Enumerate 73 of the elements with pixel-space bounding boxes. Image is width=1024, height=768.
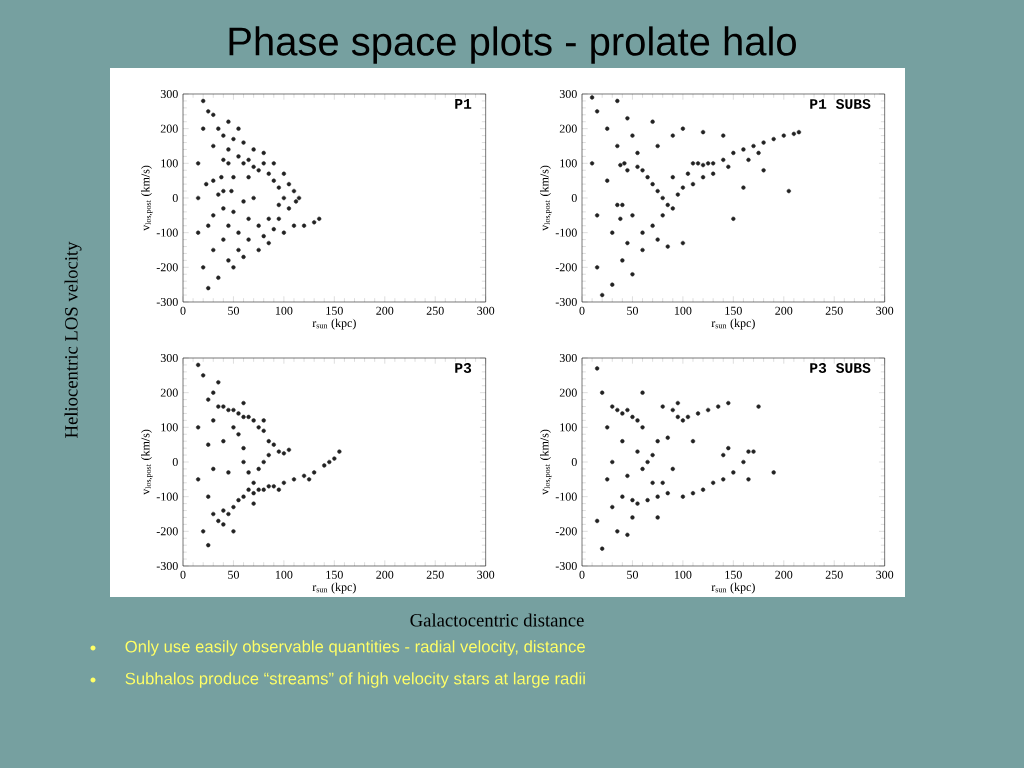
chart-title: P1 [455, 99, 472, 109]
x-tick-label: 150 [725, 570, 742, 579]
y-tick-label: -100 [555, 492, 577, 501]
y-axis-title: v$_{los,post}$ (km/s) [141, 429, 153, 495]
x-tick-label: 100 [275, 306, 293, 315]
y-tick-label: -300 [555, 561, 577, 571]
x-tick-label: 100 [275, 570, 293, 579]
text: Galactocentric distance [410, 613, 584, 627]
x-tick-label: 100 [674, 306, 692, 315]
y-tick-label: 200 [160, 388, 178, 397]
x-tick-label: 150 [725, 306, 742, 315]
y-tick-label: 200 [160, 124, 178, 133]
x-tick-label: 300 [876, 570, 894, 579]
y-tick-label: 0 [172, 457, 178, 467]
x-tick-label: 200 [376, 306, 394, 315]
x-tick-label: 50 [228, 570, 239, 579]
y-tick-label: 0 [571, 457, 577, 467]
x-tick-label: 0 [579, 570, 585, 579]
x-tick-label: 250 [426, 570, 444, 579]
y-tick-label: 200 [559, 388, 577, 397]
x-tick-label: 200 [775, 570, 793, 579]
y-tick-label: -200 [156, 527, 178, 536]
x-tick-label: 250 [825, 306, 843, 315]
x-tick-label: 200 [376, 570, 394, 579]
y-tick-label: 0 [172, 193, 178, 203]
y-tick-label: 300 [559, 353, 577, 363]
y-tick-label: -300 [156, 561, 178, 571]
text: Phase space plots - prolate halo [229, 26, 796, 64]
y-tick-label: -100 [156, 228, 178, 237]
x-tick-label: 150 [326, 306, 343, 315]
y-tick-label: -200 [555, 263, 577, 272]
y-tick-label: 0 [571, 193, 577, 203]
chart-title: P3 SUBS [810, 363, 871, 374]
y-tick-label: 100 [161, 159, 178, 168]
y-axis-title: v$_{los,post}$ (km/s) [540, 165, 552, 231]
text: Only use easily observable quantities - radial velocity, distance [125, 640, 585, 656]
x-tick-label: 150 [326, 570, 343, 579]
x-tick-label: 50 [228, 306, 239, 315]
y-tick-label: 300 [559, 89, 577, 99]
y-tick-label: 300 [160, 89, 178, 99]
x-tick-label: 0 [180, 306, 186, 315]
y-tick-label: 100 [560, 159, 577, 168]
y-tick-label: 100 [560, 423, 577, 432]
y-axis-title: v$_{los,post}$ (km/s) [141, 165, 153, 231]
y-tick-label: -300 [555, 297, 577, 307]
x-tick-label: 100 [674, 570, 692, 579]
x-axis-title: r$_{sun}$ (kpc) [711, 318, 755, 330]
y-tick-label: 100 [161, 423, 178, 432]
x-tick-label: 300 [477, 570, 495, 579]
y-tick-label: 300 [160, 353, 178, 363]
x-tick-label: 300 [477, 306, 495, 315]
x-axis-title: r$_{sun}$ (kpc) [312, 582, 356, 594]
text: Subhalos produce “streams” of high velocity stars at large radii [125, 672, 585, 688]
y-tick-label: -100 [156, 492, 178, 501]
chart-title: P3 [455, 363, 472, 374]
x-tick-label: 0 [579, 306, 585, 315]
x-axis-title: r$_{sun}$ (kpc) [711, 582, 755, 594]
y-tick-label: -200 [156, 263, 178, 272]
x-tick-label: 300 [876, 306, 894, 315]
x-axis-title: r$_{sun}$ (kpc) [312, 318, 356, 330]
y-tick-label: -300 [156, 297, 178, 307]
x-tick-label: 250 [426, 306, 444, 315]
chart-title: P1 SUBS [810, 99, 871, 109]
y-tick-label: 200 [559, 124, 577, 133]
x-tick-label: 50 [627, 570, 638, 579]
y-axis-title: v$_{los,post}$ (km/s) [540, 429, 552, 495]
x-tick-label: 0 [180, 570, 186, 579]
x-tick-label: 250 [825, 570, 843, 579]
y-tick-label: -100 [555, 228, 577, 237]
text: Heliocentric LOS velocity [64, 241, 82, 438]
x-tick-label: 50 [627, 306, 638, 315]
x-tick-label: 200 [775, 306, 793, 315]
y-tick-label: -200 [555, 527, 577, 536]
